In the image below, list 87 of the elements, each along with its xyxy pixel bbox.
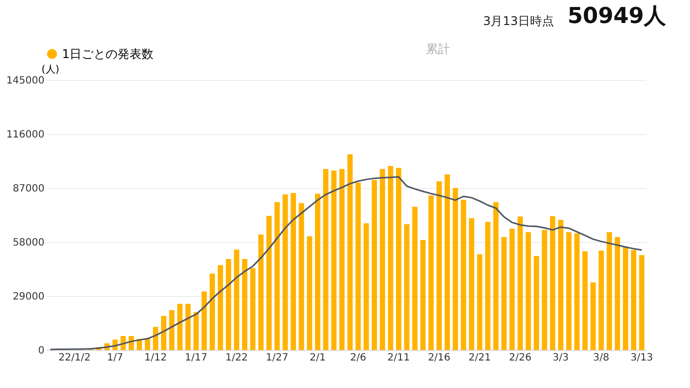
bar: [274, 202, 280, 350]
bar: [518, 216, 523, 350]
y-tick-label: 58000: [12, 238, 44, 248]
bar: [161, 316, 166, 350]
bar: [598, 250, 604, 350]
bar: [606, 232, 612, 350]
x-tick-label: 1/27: [266, 352, 288, 364]
bar: [493, 202, 499, 350]
bar: [460, 200, 466, 350]
y-tick-label: 0: [38, 346, 44, 356]
bar: [202, 292, 207, 350]
text: 50949人: [567, 4, 667, 29]
bar: [542, 230, 548, 350]
line-series: [50, 176, 642, 350]
x-tick-label: 2/21: [468, 352, 491, 364]
x-tick-label: 2/1: [310, 352, 326, 364]
bar: [290, 193, 296, 350]
bar: [193, 312, 199, 350]
bar: [356, 182, 361, 350]
bar: [526, 232, 531, 350]
bar: [534, 256, 540, 350]
bar: [185, 304, 191, 350]
bar: [258, 234, 264, 350]
y-tick-label: 29000: [12, 292, 44, 302]
x-tick-label: 1/17: [184, 352, 208, 364]
y-tick-label: 116000: [6, 130, 44, 140]
bar: [347, 154, 353, 350]
bar: [234, 250, 240, 350]
bar: [282, 194, 288, 350]
bar: [428, 195, 434, 350]
bar: [388, 166, 394, 350]
bar: [242, 258, 248, 350]
bar: [477, 254, 482, 350]
bar: [323, 169, 328, 350]
x-tick-label: 1/7: [107, 352, 124, 364]
bar: [372, 180, 377, 350]
bar: [631, 250, 636, 350]
bar: [590, 282, 596, 350]
y-axis-title: (人): [42, 64, 60, 76]
x-tick-label: 2/11: [387, 352, 410, 364]
bar: [550, 216, 556, 350]
bar: [266, 216, 272, 350]
bar: [218, 265, 224, 350]
x-tick-label: 22/1/2: [58, 352, 91, 364]
bar: [412, 206, 418, 350]
text: 累計: [426, 42, 450, 56]
bar: [574, 233, 580, 350]
bar: [614, 236, 620, 350]
bar: [468, 218, 474, 350]
x-tick-label: 2/6: [350, 352, 366, 364]
x-tick-label: 3/13: [630, 352, 653, 364]
bar: [177, 304, 183, 350]
bar: [380, 169, 386, 350]
bar: [566, 232, 572, 350]
x-tick-label: 3/3: [552, 352, 569, 364]
bar: [210, 274, 215, 350]
bar: [501, 236, 507, 350]
y-tick-label: 145000: [6, 76, 44, 86]
bar: [226, 258, 232, 350]
bar: [452, 188, 458, 350]
x-tick-label: 3/8: [593, 352, 610, 364]
bar: [169, 310, 174, 350]
bar: [420, 240, 426, 350]
x-tick-label: 1/12: [144, 352, 167, 364]
text: 3月13日時点: [483, 14, 554, 28]
bar: [404, 224, 410, 350]
bar: [331, 170, 336, 350]
bar: [444, 174, 450, 350]
x-tick-label: 1/22: [225, 352, 248, 364]
bar: [339, 169, 345, 350]
y-tick-label: 87000: [12, 184, 44, 194]
bar: [306, 236, 312, 350]
x-tick-label: 2/16: [428, 352, 450, 364]
bar: [485, 222, 490, 350]
bar: [364, 223, 369, 350]
bar: [558, 220, 564, 350]
bar: [639, 255, 644, 350]
bar: [582, 251, 588, 350]
bar: [509, 228, 515, 350]
bar: [250, 268, 256, 350]
x-tick-label: 2/26: [508, 352, 532, 364]
bar: [396, 168, 402, 350]
legend-label: 1日ごとの発表数: [62, 47, 154, 61]
bar: [298, 203, 304, 350]
bar: [436, 181, 442, 350]
bar: [622, 247, 628, 350]
bar: [315, 194, 320, 350]
